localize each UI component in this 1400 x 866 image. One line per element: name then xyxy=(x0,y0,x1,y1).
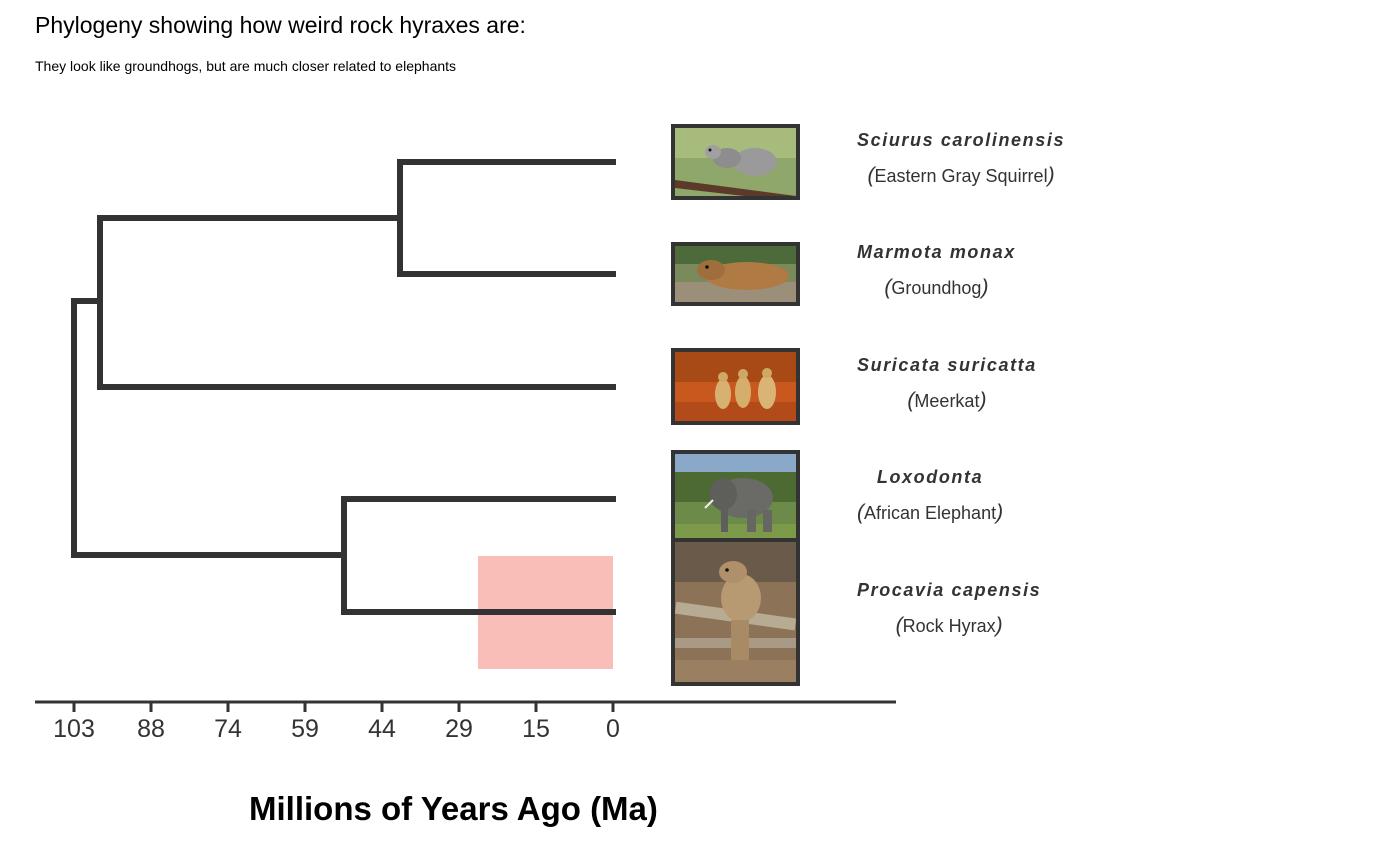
axis-tick-label: 59 xyxy=(291,715,319,743)
common-name: (Groundhog) xyxy=(884,276,989,299)
page-subtitle: They look like groundhogs, but are much … xyxy=(35,58,457,74)
axis-tick-label: 44 xyxy=(368,715,396,743)
axis-title: Millions of Years Ago (Ma) xyxy=(249,790,658,827)
axis-tick-label: 74 xyxy=(214,715,242,743)
common-name-text: Meerkat xyxy=(914,391,980,411)
common-name: (Meerkat) xyxy=(907,389,987,412)
squirrel-photo xyxy=(671,124,800,200)
common-name-text: Eastern Gray Squirrel xyxy=(874,166,1048,186)
meerkat-photo xyxy=(671,348,800,425)
page-title: Phylogeny showing how weird rock hyraxes… xyxy=(35,12,526,38)
scientific-name: Loxodonta xyxy=(876,467,984,487)
taxon-label-groundhog: Marmota monax (Groundhog) xyxy=(857,242,1016,300)
common-name-text: Groundhog xyxy=(891,278,982,298)
scientific-name: Marmota monax xyxy=(857,242,1016,262)
common-name: (Rock Hyrax) xyxy=(895,614,1003,637)
elephant-photo xyxy=(671,450,800,542)
axis-tick-label: 88 xyxy=(137,715,165,743)
hyrax-photo xyxy=(671,538,800,686)
common-name: (Eastern Gray Squirrel) xyxy=(867,164,1055,187)
taxon-label-hyrax: Procavia capensis (Rock Hyrax) xyxy=(857,580,1041,638)
common-name: (African Elephant) xyxy=(857,501,1004,524)
axis-tick-label: 15 xyxy=(522,715,550,743)
taxon-label-squirrel: Sciurus carolinensis (Eastern Gray Squir… xyxy=(857,130,1065,188)
scientific-name: Procavia capensis xyxy=(857,580,1042,600)
scientific-name: Suricata suricatta xyxy=(857,355,1037,375)
taxon-label-meerkat: Suricata suricatta (Meerkat) xyxy=(857,355,1037,413)
taxon-label-elephant: Loxodonta (African Elephant) xyxy=(857,467,1003,525)
common-name-text: African Elephant xyxy=(864,503,997,523)
axis-tick-label: 103 xyxy=(53,715,95,743)
axis-tick-label: 0 xyxy=(606,715,620,743)
groundhog-photo xyxy=(671,242,800,306)
axis-tick-label: 29 xyxy=(445,715,473,743)
common-name-text: Rock Hyrax xyxy=(902,616,996,636)
scientific-name: Sciurus carolinensis xyxy=(857,130,1066,150)
